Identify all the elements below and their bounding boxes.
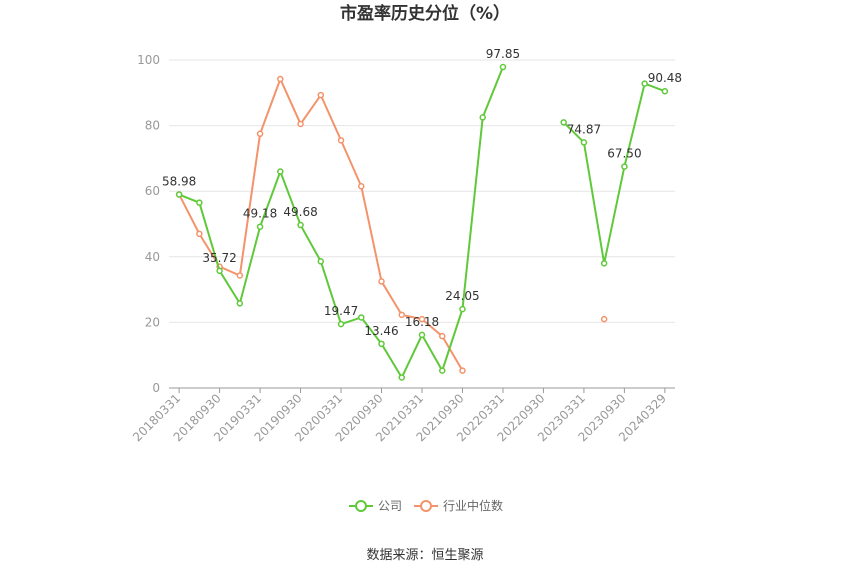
data-point (438, 367, 446, 374)
data-point (216, 267, 223, 275)
data-point (600, 315, 608, 323)
data-point (459, 305, 466, 313)
series-line (178, 66, 504, 380)
data-point (337, 320, 345, 328)
chart-title: 市盈率历史分位（%） (340, 3, 510, 24)
legend-label: 行业中位数 (443, 498, 503, 513)
legend[interactable]: 公司 行业中位数 (349, 498, 503, 513)
data-point (277, 75, 284, 83)
data-point (378, 278, 385, 285)
data-point (256, 130, 264, 138)
series-line (562, 82, 666, 264)
data-point (256, 223, 264, 230)
data-point (398, 374, 406, 381)
data-point (398, 311, 406, 319)
data-point (358, 183, 365, 190)
data-point (236, 300, 244, 307)
data-label: 19.47 (324, 304, 358, 318)
data-label: 90.48 (648, 71, 682, 85)
data-point (297, 120, 304, 128)
grid-lines (169, 59, 675, 323)
data-label: 74.87 (567, 122, 601, 136)
data-label: 35.72 (202, 251, 236, 265)
legend-item[interactable]: 公司 (349, 499, 402, 513)
data-point (661, 87, 669, 95)
data-point (459, 367, 466, 374)
data-point (317, 91, 325, 99)
series-company (175, 63, 669, 381)
data-point (621, 163, 628, 170)
data-point (297, 221, 304, 229)
y-tick-label: 80 (145, 119, 160, 133)
data-point (175, 191, 183, 198)
data-labels: 58.98 35.72 49.18 49.68 19.47 13.46 16.18 24.05… (162, 47, 682, 338)
y-tick-label: 40 (145, 250, 160, 264)
data-point (317, 258, 325, 265)
data-label: 16.18 (405, 315, 439, 329)
data-label: 97.85 (486, 47, 520, 61)
source-note: 数据来源：恒生聚源 (366, 548, 483, 563)
data-point (418, 315, 426, 323)
data-point (479, 114, 486, 121)
data-label: 49.18 (243, 207, 277, 221)
y-tick-label: 100 (137, 53, 160, 67)
data-point (358, 314, 365, 321)
series-layer (175, 63, 669, 381)
legend-item[interactable]: 行业中位数 (414, 498, 503, 513)
data-point (236, 272, 244, 279)
data-label: 67.50 (607, 147, 641, 161)
data-point (641, 80, 648, 87)
data-point (438, 332, 446, 340)
data-point (196, 230, 203, 238)
data-point (560, 119, 567, 126)
data-point (499, 63, 507, 71)
legend-marker-icon (355, 500, 367, 512)
y-tick-label: 0 (152, 381, 160, 395)
data-label: 24.05 (445, 289, 479, 303)
y-tick-label: 20 (145, 315, 160, 329)
data-point (378, 340, 385, 348)
data-point (580, 139, 588, 146)
legend-label: 公司 (378, 499, 402, 513)
data-label: 13.46 (364, 324, 398, 338)
data-point (337, 137, 345, 144)
y-tick-label: 60 (145, 184, 160, 198)
x-axis: 2018033120180930201903312019093020200331… (130, 387, 675, 444)
legend-marker-icon (420, 500, 432, 512)
data-label: 49.68 (283, 205, 317, 219)
data-point (196, 199, 203, 206)
data-point (418, 331, 426, 339)
data-point (277, 168, 284, 175)
data-point (600, 260, 608, 267)
y-axis-ticks: 0 20 40 60 80 100 (137, 53, 160, 395)
data-label: 58.98 (162, 175, 196, 189)
